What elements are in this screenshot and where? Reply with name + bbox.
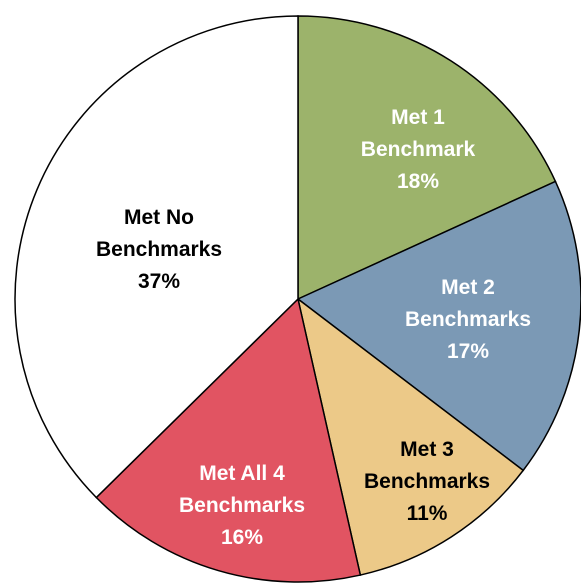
pie-slice-4 <box>95 297 362 583</box>
pie-labels: Met 1 Benchmark 18% Met 2 Benchmarks 17% Met 3… <box>96 106 531 549</box>
slice-label-line: Met 1 <box>391 106 445 129</box>
slice-label-line: Met 3 <box>400 438 454 461</box>
slice-label-line: Benchmarks <box>96 238 222 261</box>
slice-label-line: 16% <box>221 526 263 549</box>
slice-label-4: Met All 4 Benchmarks 16% <box>179 462 305 549</box>
slice-label-line: Benchmark <box>361 138 476 161</box>
slice-label-line: 37% <box>138 270 180 293</box>
slice-label-line: Met 2 <box>441 276 495 299</box>
pie-slice-5 <box>14 15 299 499</box>
slice-label-line: 17% <box>447 340 489 363</box>
slice-label-line: 18% <box>397 170 439 193</box>
pie-slice-1 <box>297 15 557 301</box>
slice-label-3: Met 3 Benchmarks 11% <box>364 438 490 525</box>
slice-label-line: Met All 4 <box>199 462 285 485</box>
slice-label-5: Met No Benchmarks 37% <box>96 206 222 293</box>
slice-label-line: Benchmarks <box>179 494 305 517</box>
slice-label-1: Met 1 Benchmark 18% <box>361 106 476 193</box>
slice-label-line: Benchmarks <box>405 308 531 331</box>
pie-slice-3 <box>296 297 525 576</box>
pie-slices <box>14 15 581 583</box>
pie-slice-2 <box>296 180 581 472</box>
slice-label-line: Benchmarks <box>364 470 490 493</box>
slice-label-2: Met 2 Benchmarks 17% <box>405 276 531 363</box>
slice-label-line: 11% <box>407 502 448 525</box>
slice-label-line: Met No <box>124 206 194 229</box>
